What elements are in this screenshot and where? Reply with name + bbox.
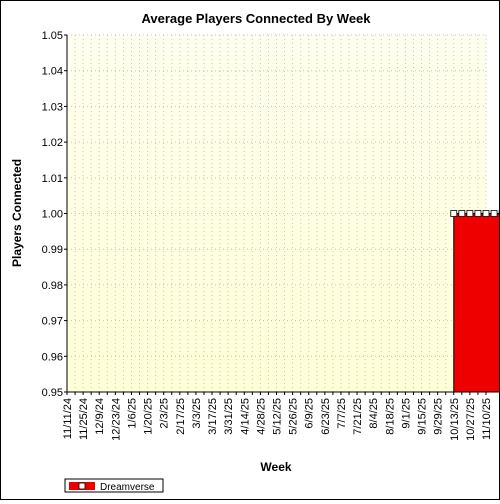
x-tick-label: 12/23/24	[110, 398, 122, 441]
y-tick-label: 1.00	[42, 209, 63, 221]
x-tick-labels: 11/11/24 11/25/24 12/9/24 12/23/24 1/6/25 1/2…	[62, 392, 493, 441]
legend-marker	[78, 482, 86, 490]
x-tick-label: 10/27/25	[465, 398, 477, 441]
data-point	[474, 210, 482, 217]
x-tick-label: 8/4/25	[368, 398, 380, 429]
x-tick-label: 6/23/25	[320, 398, 332, 435]
x-tick-label: 5/12/25	[272, 398, 284, 435]
x-tick-label: 4/28/25	[255, 398, 267, 435]
x-tick-label: 9/15/25	[417, 398, 429, 435]
x-tick-label: 1/20/25	[143, 398, 155, 435]
data-point	[490, 210, 498, 217]
y-tick-label: 1.03	[42, 101, 63, 113]
y-tick-label: 0.96	[42, 351, 63, 363]
legend-entry: Dreamverse	[100, 482, 155, 493]
data-point	[482, 210, 490, 217]
y-tick-label: 1.02	[42, 137, 63, 149]
y-tick-label: 1.04	[42, 66, 63, 78]
x-tick-label: 7/7/25	[336, 398, 348, 429]
y-tick-label: 1.01	[42, 173, 63, 185]
x-tick-label: 5/26/25	[288, 398, 300, 435]
x-tick-label: 2/17/25	[175, 398, 187, 435]
chart-title: Average Players Connected By Week	[141, 11, 371, 26]
x-tick-label: 9/29/25	[433, 398, 445, 435]
data-point	[458, 210, 466, 217]
x-tick-label: 3/17/25	[207, 398, 219, 435]
x-tick-label: 7/21/25	[352, 398, 364, 435]
y-tick-label: 0.95	[42, 387, 63, 399]
x-tick-label: 11/10/25	[481, 398, 493, 440]
x-tick-label: 6/9/25	[304, 398, 316, 429]
plot-area	[67, 35, 486, 392]
x-axis-label: Week	[260, 460, 291, 474]
x-tick-label: 12/9/24	[94, 398, 106, 435]
x-tick-label: 4/14/25	[239, 398, 251, 435]
y-tick-label: 1.05	[42, 30, 63, 42]
data-point	[450, 210, 458, 217]
y-tick-label: 0.97	[42, 316, 63, 328]
y-tick-label: 0.98	[42, 280, 63, 292]
series-area-fill	[453, 213, 500, 393]
x-tick-label: 2/3/25	[159, 398, 171, 429]
y-tick-labels: 0.95 0.96 0.97 0.98 0.99 1.00 1.01 1.02 1.03 1.04…	[42, 30, 67, 399]
x-tick-label: 10/13/25	[449, 398, 461, 441]
x-tick-label: 3/3/25	[191, 398, 203, 429]
x-tick-label: 8/18/25	[384, 398, 396, 435]
legend: Dreamverse	[64, 478, 164, 493]
y-tick-label: 0.99	[42, 244, 63, 256]
x-tick-label: 3/31/25	[223, 398, 235, 435]
series-area	[450, 210, 500, 393]
x-tick-label: 1/6/25	[126, 398, 138, 429]
data-point	[466, 210, 474, 217]
y-axis-label: Players Connected	[10, 159, 24, 267]
x-tick-label: 11/11/24	[62, 398, 74, 439]
x-tick-label: 11/25/24	[78, 398, 90, 440]
x-tick-label: 9/1/25	[400, 398, 412, 429]
